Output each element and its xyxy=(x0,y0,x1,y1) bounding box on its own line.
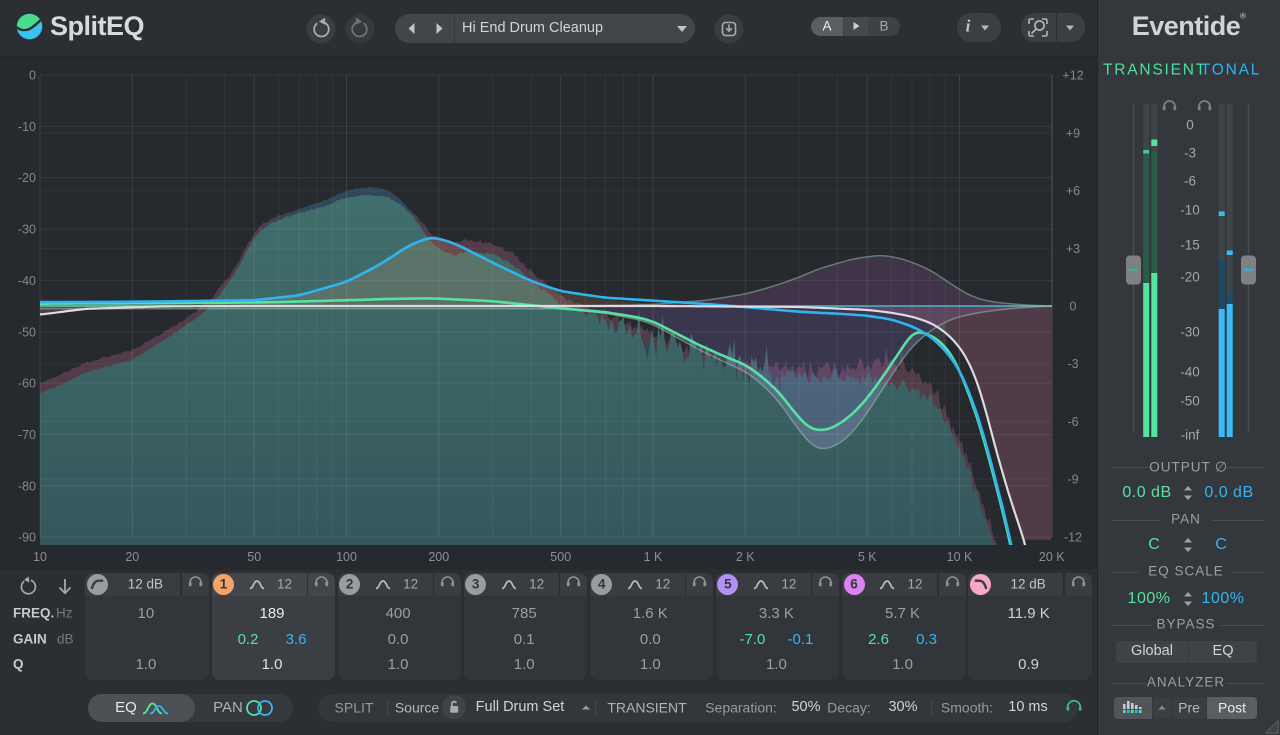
svg-text:5 K: 5 K xyxy=(858,550,877,564)
svg-text:-10: -10 xyxy=(18,120,36,134)
svg-text:-6: -6 xyxy=(1067,415,1078,429)
svg-text:-20: -20 xyxy=(18,171,36,185)
svg-text:-30: -30 xyxy=(18,223,36,237)
svg-text:10 K: 10 K xyxy=(947,550,973,564)
svg-text:200: 200 xyxy=(428,550,449,564)
svg-text:100: 100 xyxy=(336,550,357,564)
svg-text:-70: -70 xyxy=(18,428,36,442)
svg-text:+9: +9 xyxy=(1066,126,1080,140)
svg-text:-60: -60 xyxy=(18,377,36,391)
svg-text:-12: -12 xyxy=(1064,530,1082,544)
svg-text:+6: +6 xyxy=(1066,184,1080,198)
svg-text:-3: -3 xyxy=(1067,357,1078,371)
svg-text:50: 50 xyxy=(247,550,261,564)
svg-text:10: 10 xyxy=(33,550,47,564)
svg-text:1 K: 1 K xyxy=(644,550,663,564)
svg-text:-80: -80 xyxy=(18,479,36,493)
svg-text:20 K: 20 K xyxy=(1039,550,1065,564)
svg-text:+3: +3 xyxy=(1066,242,1080,256)
svg-text:-9: -9 xyxy=(1067,473,1078,487)
svg-text:+12: +12 xyxy=(1062,69,1083,83)
svg-text:2 K: 2 K xyxy=(736,550,755,564)
svg-text:-40: -40 xyxy=(18,274,36,288)
svg-text:500: 500 xyxy=(550,550,571,564)
svg-text:0: 0 xyxy=(1070,300,1077,314)
svg-text:-90: -90 xyxy=(18,531,36,545)
svg-text:-50: -50 xyxy=(18,325,36,339)
svg-text:0: 0 xyxy=(29,69,36,83)
svg-text:20: 20 xyxy=(125,550,139,564)
